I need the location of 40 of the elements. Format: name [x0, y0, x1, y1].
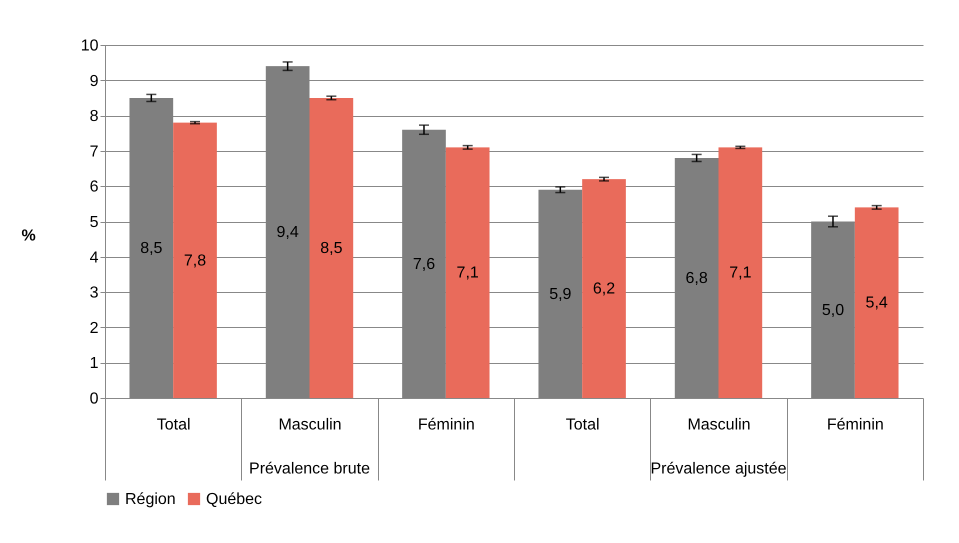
y-tick-label: 0	[90, 390, 99, 408]
y-tick-label: 8	[90, 108, 99, 126]
data-label: 8,5	[140, 240, 163, 257]
x-tick-label: Total	[566, 416, 600, 434]
bar	[446, 147, 490, 398]
text: Prévalence brute	[249, 460, 370, 478]
x-tick-label: Masculin	[278, 416, 342, 434]
data-label: 6,2	[592, 280, 616, 298]
legend-label: Québec	[206, 491, 262, 508]
data-label: 5,0	[822, 302, 844, 319]
y-tick-label: 1	[90, 355, 99, 372]
x-tick-label: Masculin	[687, 416, 751, 434]
y-tick-label: 2	[90, 320, 99, 337]
y-tick-label: 9	[90, 72, 99, 90]
x-tick-label: Féminin	[826, 416, 884, 434]
y-axis-title: %	[21, 228, 36, 244]
data-label: 6,8	[686, 270, 708, 287]
data-label: 9,4	[276, 224, 299, 242]
x-tick-label: Total	[156, 416, 191, 434]
data-label: 7,8	[184, 252, 206, 270]
data-label: 7,1	[729, 264, 752, 282]
bar	[173, 122, 217, 398]
y-tick-label: 3	[90, 284, 99, 302]
y-tick-label: 5	[90, 214, 99, 231]
bar	[582, 179, 626, 398]
data-label: 8,5	[320, 240, 343, 257]
x-tick-label: Féminin	[418, 416, 475, 434]
y-tick-label: 7	[90, 143, 99, 160]
bar	[310, 98, 354, 398]
y-tick-label: 10	[80, 38, 99, 54]
legend-label: Région	[125, 491, 176, 508]
text: Prévalence ajustée	[650, 460, 787, 478]
data-label: 5,4	[866, 294, 888, 312]
data-label: 7,1	[456, 264, 479, 282]
bar	[718, 147, 762, 398]
bar	[854, 207, 899, 398]
data-label: 5,9	[549, 286, 572, 303]
y-tick-label: 4	[90, 249, 99, 266]
y-tick-label: 6	[90, 178, 99, 196]
data-label: 7,6	[412, 256, 436, 273]
